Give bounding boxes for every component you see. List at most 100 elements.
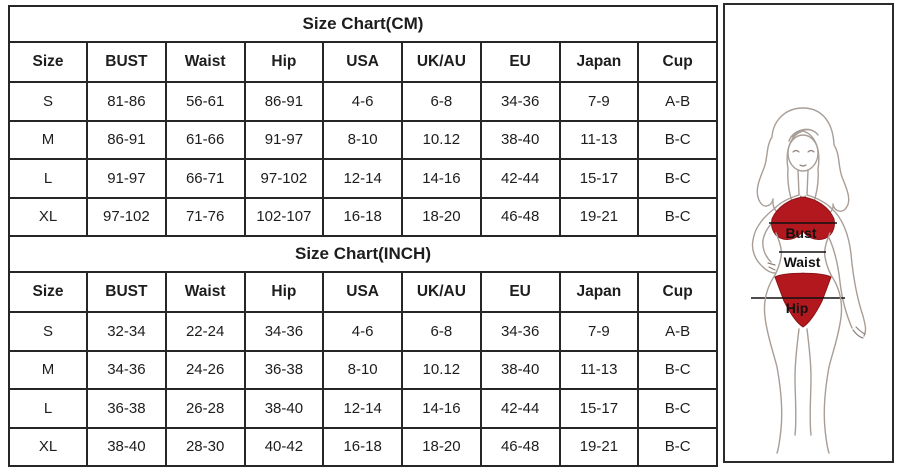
value-cell: 42-44	[479, 388, 561, 429]
value-cell: 24-26	[164, 349, 246, 391]
bangs	[788, 128, 819, 142]
value-cell: 46-48	[479, 426, 561, 468]
value-cell: 6-8	[401, 311, 482, 352]
value-cell: 66-71	[164, 158, 246, 199]
size-label-cell: L	[8, 388, 88, 429]
value-cell: 28-30	[164, 426, 246, 468]
value-cell: 4-6	[322, 311, 403, 352]
value-cell: 97-102	[86, 196, 167, 237]
value-cell: 11-13	[558, 119, 640, 161]
table-title-cm: Size Chart(CM)	[8, 5, 718, 43]
size-row-cm-s: S 81-86 56-61 86-91 4-6 6-8 34-36 7-9 A-B	[8, 81, 718, 122]
column-header: Size	[8, 40, 88, 84]
size-label-cell: XL	[8, 196, 88, 237]
size-label-cell: XL	[8, 426, 88, 468]
value-cell: 7-9	[558, 311, 640, 352]
value-cell: 38-40	[479, 349, 561, 391]
column-header: Cup	[637, 270, 718, 314]
value-cell: 34-36	[479, 81, 561, 122]
column-header: UK/AU	[401, 40, 482, 84]
size-row-cm-xl: XL 97-102 71-76 102-107 16-18 18-20 46-48 19-21…	[8, 196, 718, 237]
value-cell: 61-66	[164, 119, 246, 161]
value-cell: 15-17	[558, 388, 640, 429]
value-cell: 91-97	[86, 158, 167, 199]
size-label-cell: M	[8, 349, 88, 391]
size-table-body: Size Chart(CM) Size BUST Waist Hip USA UK/AU EU…	[8, 5, 718, 468]
value-cell: B-C	[637, 388, 718, 429]
value-cell: 36-38	[86, 388, 167, 429]
bust-label: Bust	[785, 225, 816, 241]
torso	[774, 232, 832, 276]
value-cell: 22-24	[164, 311, 246, 352]
column-header: BUST	[86, 270, 167, 314]
value-cell: 19-21	[558, 196, 640, 237]
value-cell: A-B	[637, 81, 718, 122]
value-cell: 8-10	[322, 349, 403, 391]
size-row-inch-m: M 34-36 24-26 36-38 8-10 10.12 38-40 11-13 B-C	[8, 349, 718, 391]
size-row-inch-l: L 36-38 26-28 38-40 12-14 14-16 42-44 15-17 B-C	[8, 388, 718, 429]
size-label-cell: M	[8, 119, 88, 161]
size-row-cm-l: L 91-97 66-71 97-102 12-14 14-16 42-44 15-17 B-C	[8, 158, 718, 199]
value-cell: B-C	[637, 158, 718, 199]
bikini-top	[771, 196, 835, 240]
value-cell: 12-14	[322, 388, 403, 429]
value-cell: 10.12	[401, 349, 482, 391]
waist-label: Waist	[784, 254, 821, 270]
size-row-cm-m: M 86-91 61-66 91-97 8-10 10.12 38-40 11-13 B-C	[8, 119, 718, 161]
eyes	[792, 149, 815, 167]
value-cell: 11-13	[558, 349, 640, 391]
woman-illustration: Bust Waist Hip	[751, 107, 867, 454]
table-title-row-inch: Size Chart(INCH)	[8, 234, 718, 273]
value-cell: 16-18	[322, 426, 403, 468]
value-cell: 8-10	[322, 119, 403, 161]
column-header: BUST	[86, 40, 167, 84]
size-table: Size Chart(CM) Size BUST Waist Hip USA UK/AU EU…	[8, 5, 718, 468]
header-row-inch: Size BUST Waist Hip USA UK/AU EU Japan Cup	[8, 270, 718, 314]
table-title-inch: Size Chart(INCH)	[8, 234, 718, 273]
value-cell: 10.12	[401, 119, 482, 161]
column-header: Waist	[164, 270, 246, 314]
column-header: UK/AU	[401, 270, 482, 314]
value-cell: A-B	[637, 311, 718, 352]
face	[787, 134, 819, 172]
value-cell: 7-9	[558, 81, 640, 122]
value-cell: 38-40	[479, 119, 561, 161]
hair	[756, 107, 850, 216]
value-cell: 12-14	[322, 158, 403, 199]
value-cell: 38-40	[243, 388, 325, 429]
value-cell: 26-28	[164, 388, 246, 429]
column-header: USA	[322, 270, 403, 314]
value-cell: 86-91	[243, 81, 325, 122]
value-cell: B-C	[637, 196, 718, 237]
value-cell: 102-107	[243, 196, 325, 237]
value-cell: 91-97	[243, 119, 325, 161]
value-cell: 4-6	[322, 81, 403, 122]
value-cell: 34-36	[86, 349, 167, 391]
size-label-cell: S	[8, 81, 88, 122]
size-row-inch-s: S 32-34 22-24 34-36 4-6 6-8 34-36 7-9 A-B	[8, 311, 718, 352]
value-cell: 42-44	[479, 158, 561, 199]
value-cell: 36-38	[243, 349, 325, 391]
column-header: Hip	[243, 40, 325, 84]
legs	[763, 274, 843, 454]
column-header: Cup	[637, 40, 718, 84]
value-cell: 56-61	[164, 81, 246, 122]
measurement-figure-box: Bust Waist Hip	[723, 3, 894, 463]
value-cell: 34-36	[243, 311, 325, 352]
size-label-cell: S	[8, 311, 88, 352]
value-cell: 71-76	[164, 196, 246, 237]
column-header: Japan	[558, 40, 640, 84]
value-cell: 46-48	[479, 196, 561, 237]
shoulders	[774, 194, 832, 209]
value-cell: B-C	[637, 349, 718, 391]
value-cell: 81-86	[86, 81, 167, 122]
value-cell: 32-34	[86, 311, 167, 352]
value-cell: 18-20	[401, 426, 482, 468]
column-header: EU	[479, 40, 561, 84]
size-row-inch-xl: XL 38-40 28-30 40-42 16-18 18-20 46-48 19-21 B-C	[8, 426, 718, 468]
value-cell: 97-102	[243, 158, 325, 199]
size-label-cell: L	[8, 158, 88, 199]
column-header: USA	[322, 40, 403, 84]
bikini-bottom	[774, 272, 832, 328]
